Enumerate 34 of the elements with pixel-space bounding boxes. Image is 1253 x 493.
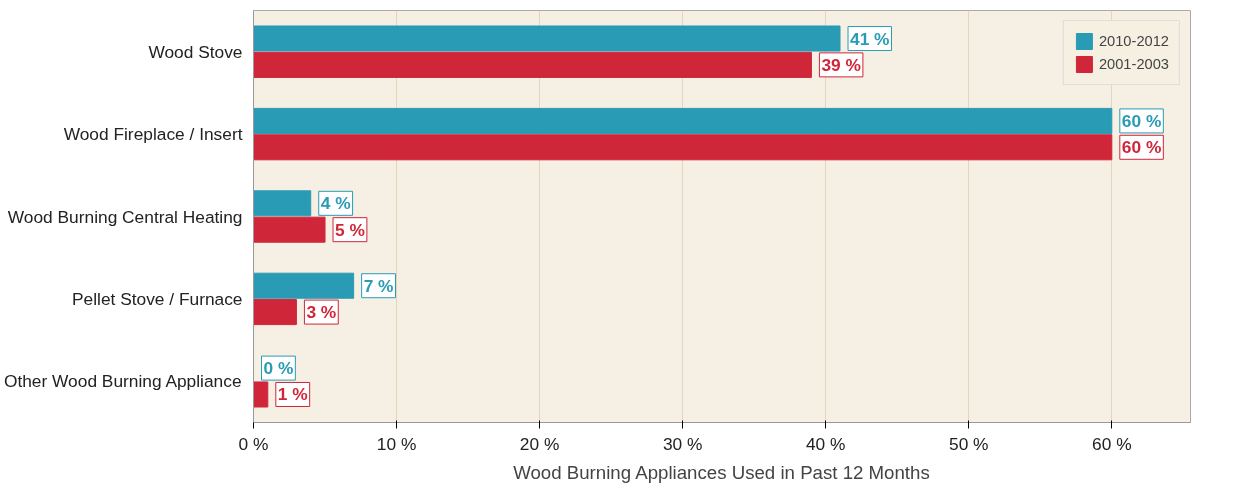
- data-label: 1 %: [277, 384, 308, 405]
- bar: [253, 299, 297, 326]
- y-tick-label: Other Wood Burning Appliance: [3, 371, 242, 392]
- x-tick-label: 60 %: [1092, 433, 1132, 454]
- data-label: 41 %: [850, 28, 890, 49]
- bar: [253, 107, 1113, 134]
- y-tick-label: Wood Stove: [148, 41, 243, 62]
- bar: [253, 272, 355, 299]
- x-tick-label: 50 %: [949, 433, 989, 454]
- x-tick-label: 30 %: [662, 433, 703, 454]
- x-tick-label: 20 %: [519, 433, 560, 454]
- x-tick-label: 0 %: [238, 433, 269, 454]
- x-tick-label: 40 %: [805, 433, 846, 454]
- data-label: 4 %: [320, 193, 351, 214]
- y-tick-label: Wood Burning Central Heating: [7, 206, 243, 227]
- bar: [253, 51, 812, 78]
- data-label: 60 %: [1121, 137, 1162, 158]
- legend-label: 2001-2003: [1098, 56, 1169, 72]
- data-label: 5 %: [335, 219, 365, 240]
- bar: [253, 216, 326, 243]
- data-label: 60 %: [1121, 110, 1162, 131]
- bar: [253, 190, 312, 217]
- bar: [253, 134, 1113, 161]
- x-tick-label: 10 %: [376, 433, 417, 454]
- data-label: 39 %: [821, 54, 861, 75]
- bar: [253, 381, 269, 408]
- legend-label: 2010-2012: [1098, 33, 1169, 49]
- data-label: 7 %: [363, 275, 394, 296]
- data-label: 0 %: [263, 358, 294, 379]
- x-axis-title: Wood Burning Appliances Used in Past 12 Months: [513, 461, 930, 483]
- data-label: 3 %: [306, 302, 337, 323]
- y-tick-label: Pellet Stove / Furnace: [72, 288, 243, 309]
- bar: [253, 25, 841, 52]
- y-tick-label: Wood Fireplace / Insert: [63, 124, 243, 145]
